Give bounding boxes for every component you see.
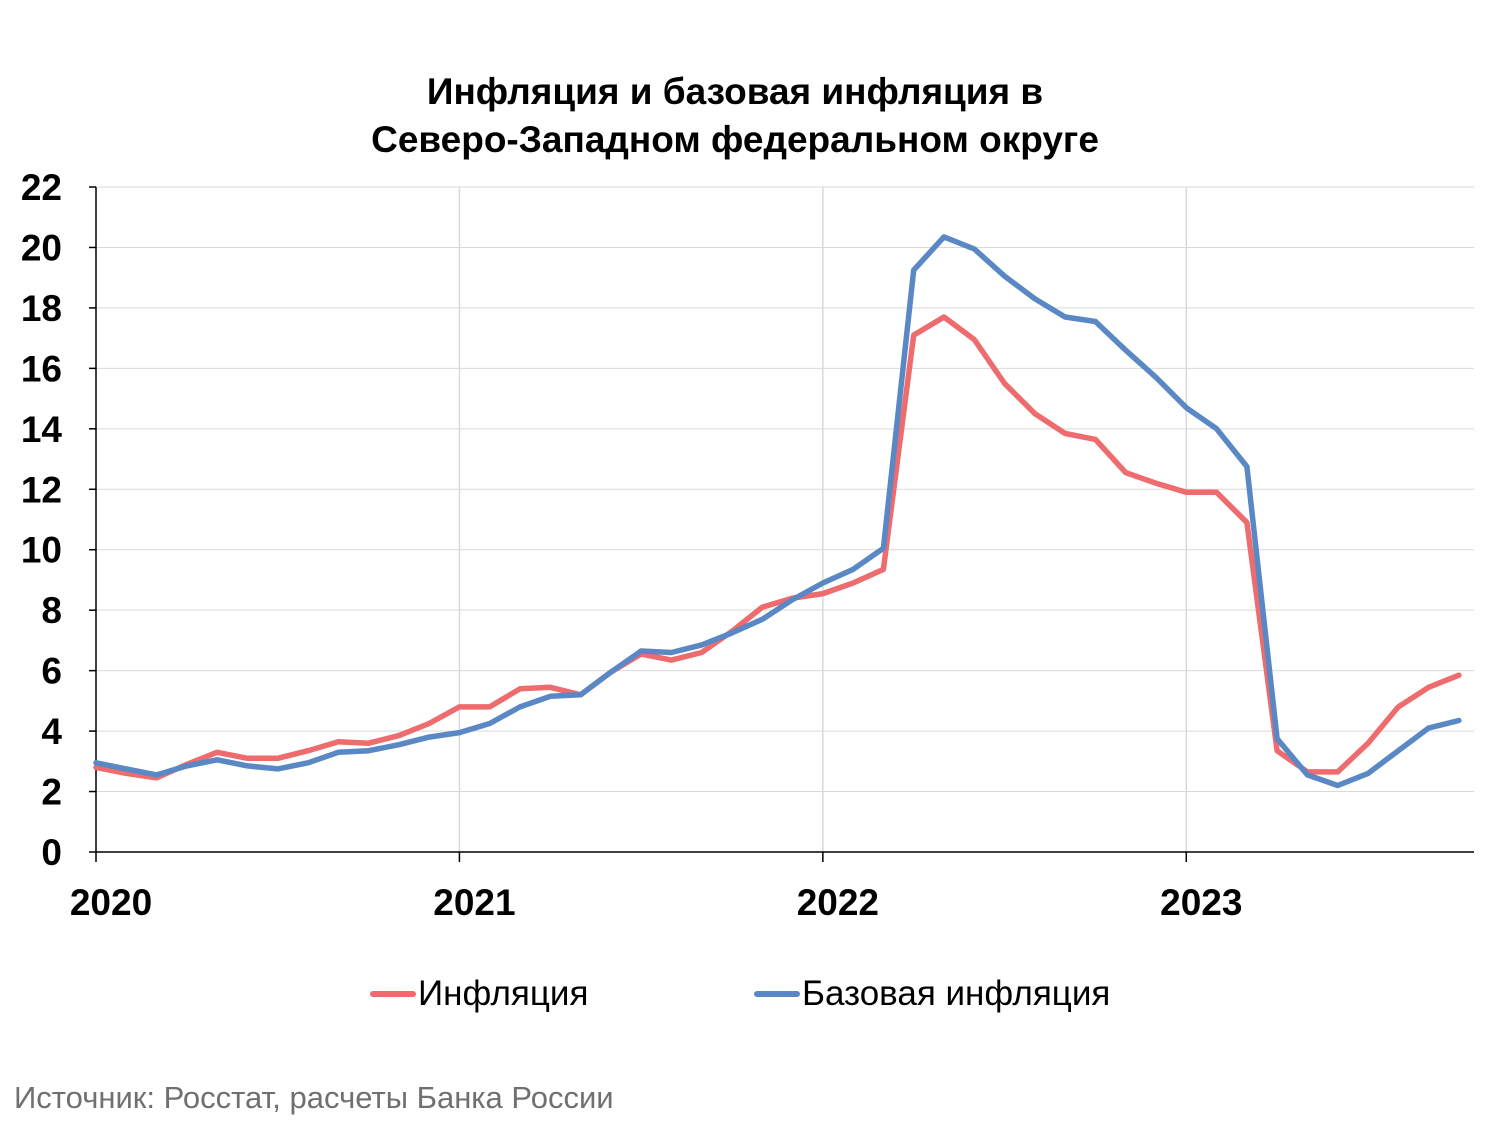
legend-label-core-inflation: Базовая инфляция: [802, 974, 1111, 1013]
y-tick-label: 8: [41, 590, 62, 631]
grid-lines: [96, 186, 1474, 852]
chart-title: Инфляция и базовая инфляция в Северо-Зап…: [0, 68, 1470, 164]
x-year-label: 2021: [433, 882, 515, 923]
y-tick-label: 14: [21, 409, 63, 450]
y-tick-label: 12: [21, 469, 62, 510]
legend: Инфляция Базовая инфляция: [0, 970, 1499, 1018]
x-year-label: 2022: [797, 882, 879, 923]
series-line-core-inflation: [93, 234, 1462, 789]
y-tick-label: 20: [21, 227, 62, 268]
legend-swatch-core-inflation: [754, 991, 800, 997]
y-tick-label: 22: [21, 167, 62, 208]
y-tick-label: 6: [41, 651, 62, 692]
y-tick-label: 16: [21, 348, 62, 389]
chart-title-line-2: Северо-Западном федеральном округе: [371, 119, 1099, 160]
x-year-label: 2023: [1160, 882, 1242, 923]
legend-swatch-inflation: [370, 991, 416, 997]
axes: [89, 186, 1474, 862]
series-line-inflation: [93, 314, 1462, 781]
legend-item-inflation: Инфляция: [370, 970, 588, 1018]
x-year-label: 2020: [70, 882, 152, 923]
y-tick-label: 0: [41, 832, 62, 873]
series-lines: [93, 234, 1462, 789]
legend-label-inflation: Инфляция: [418, 974, 589, 1013]
y-tick-label: 18: [21, 288, 62, 329]
chart-title-line-1: Инфляция и базовая инфляция в: [426, 71, 1044, 112]
source-note: Источник: Росстат, расчеты Банка России: [14, 1080, 614, 1115]
legend-item-core-inflation: Базовая инфляция: [754, 970, 1110, 1018]
y-tick-label: 4: [41, 711, 62, 752]
y-tick-label: 2: [41, 772, 62, 813]
y-tick-label: 10: [21, 530, 62, 571]
